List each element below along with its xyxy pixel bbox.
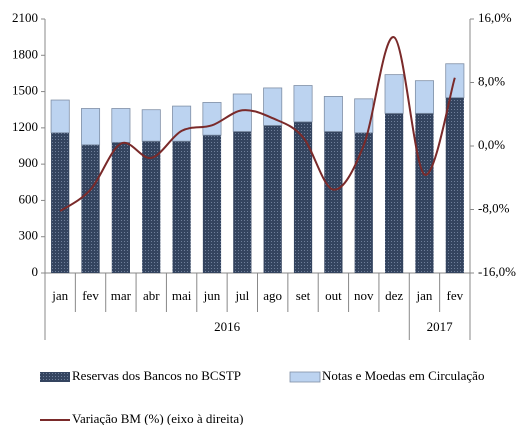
x-tick-label: fev	[447, 288, 464, 303]
y-tick-label: 300	[19, 228, 39, 243]
y-tick-label: 1200	[12, 119, 38, 134]
bar	[172, 105, 192, 142]
x-tick-label: nov	[354, 288, 374, 303]
bar	[233, 131, 252, 273]
bar	[323, 96, 343, 132]
line	[59, 36, 456, 212]
x-tick-label: fev	[82, 288, 99, 303]
y-tick-label: 600	[19, 191, 39, 206]
bar	[324, 131, 343, 273]
bar	[293, 121, 313, 273]
legend-swatch	[40, 372, 70, 382]
bar	[354, 132, 373, 273]
bar	[385, 113, 404, 273]
y2-tick-label: 0,0%	[478, 137, 505, 152]
y-tick-label: 900	[19, 155, 39, 170]
y-tick-label: 1500	[12, 83, 38, 98]
x-tick-label: dez	[385, 288, 403, 303]
bar	[263, 125, 282, 273]
x-tick-label: mai	[172, 288, 192, 303]
x-tick-label: mar	[111, 288, 132, 303]
bar	[172, 141, 191, 273]
group-label: 2016	[214, 319, 241, 334]
y-tick-label: 0	[32, 264, 39, 279]
bar	[50, 99, 70, 134]
y2-tick-label: 8,0%	[478, 73, 505, 88]
bar	[142, 141, 161, 273]
bar	[414, 80, 434, 114]
bar	[384, 74, 404, 114]
bar	[263, 87, 283, 126]
legend-label: Variação BM (%) (eixo à direita)	[72, 411, 243, 425]
bar	[445, 97, 464, 273]
bar	[354, 98, 374, 134]
x-tick-label: out	[325, 288, 342, 303]
legend-label: Reservas dos Bancos no BCSTP	[72, 368, 241, 383]
legend-swatch	[289, 371, 321, 383]
bar	[111, 108, 131, 143]
bar	[51, 132, 70, 273]
y2-tick-label: -8,0%	[478, 200, 510, 215]
legend-label: Notas e Moedas em Circulação	[322, 368, 484, 383]
y2-tick-label: -16,0%	[478, 264, 516, 279]
x-tick-label: jan	[416, 288, 433, 303]
group-label: 2017	[427, 319, 454, 334]
bar	[293, 85, 313, 123]
y2-tick-label: 16,0%	[478, 10, 512, 25]
x-tick-label: jul	[234, 288, 249, 303]
x-tick-label: jun	[203, 288, 221, 303]
x-tick-label: ago	[263, 288, 282, 303]
bar	[415, 113, 434, 273]
bar	[111, 142, 130, 273]
x-tick-label: abr	[143, 288, 160, 303]
bar	[81, 144, 100, 273]
bar	[141, 109, 161, 142]
bar	[202, 135, 222, 273]
y-tick-label: 1800	[12, 46, 38, 61]
x-tick-label: jan	[51, 288, 68, 303]
bar	[81, 108, 101, 146]
y-tick-label: 2100	[12, 10, 38, 25]
bar	[202, 102, 222, 136]
x-tick-label: set	[296, 288, 311, 303]
